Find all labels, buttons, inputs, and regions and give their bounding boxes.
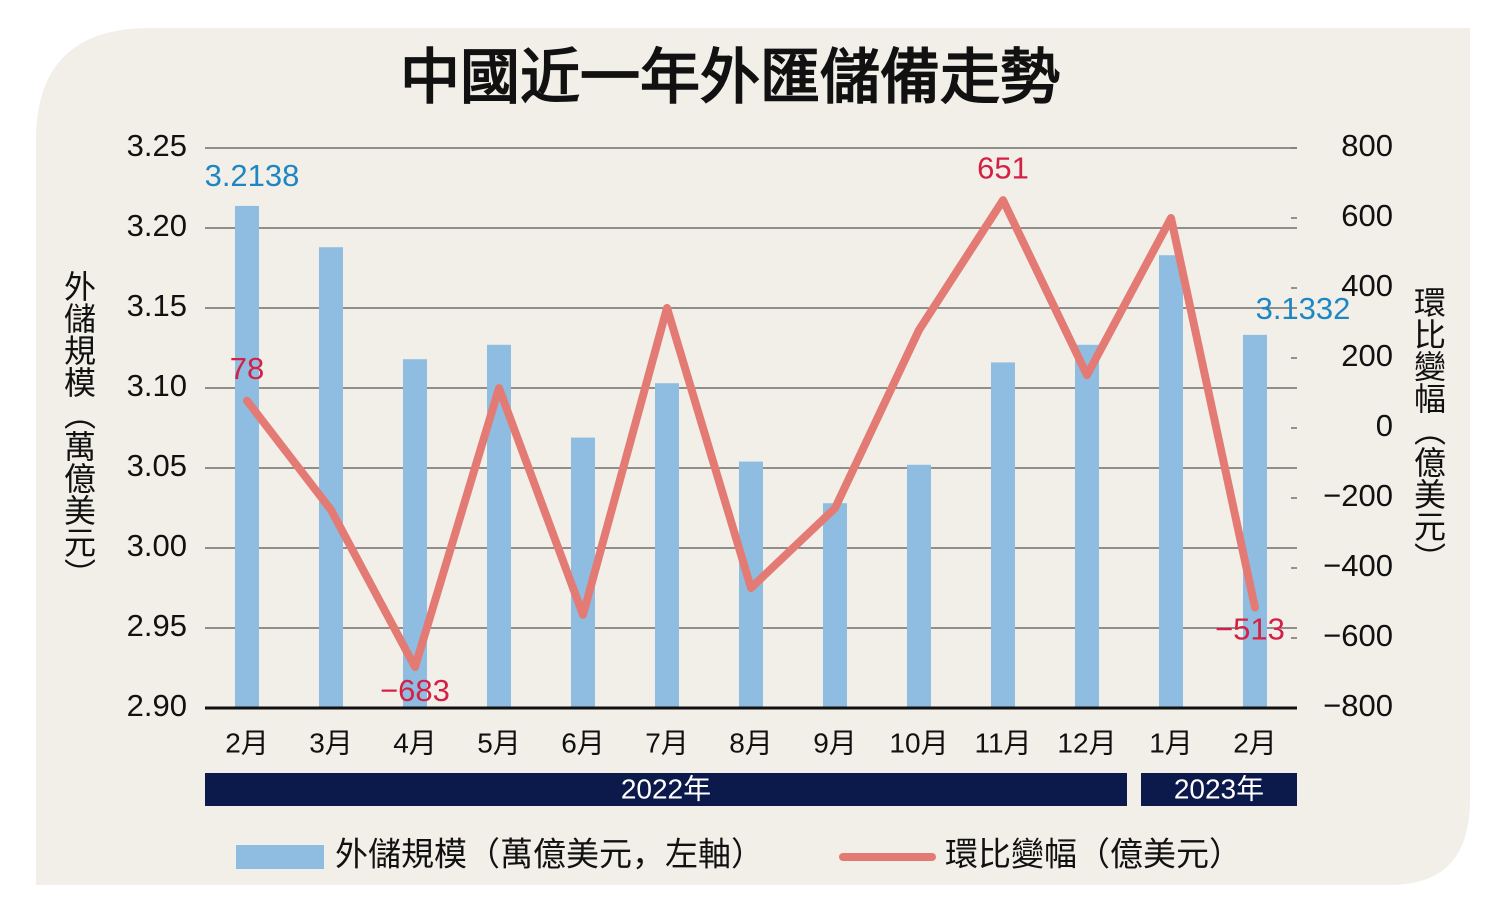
x-tick-label: 1月 bbox=[1149, 727, 1193, 758]
x-tick-label: 12月 bbox=[1057, 727, 1116, 758]
data-label: 651 bbox=[977, 150, 1029, 185]
y-axis-label: 外儲規模（萬億美元） bbox=[60, 270, 96, 590]
x-tick-label: 4月 bbox=[393, 727, 437, 758]
bar bbox=[823, 503, 847, 708]
y-tick-label: 2.90 bbox=[127, 688, 187, 723]
bar bbox=[1159, 255, 1183, 708]
y-tick-label: 2.95 bbox=[127, 608, 187, 643]
data-label: −683 bbox=[380, 673, 450, 708]
data-label: 3.2138 bbox=[205, 158, 300, 193]
data-label: 78 bbox=[230, 351, 264, 386]
y2-tick-label: 400 bbox=[1341, 268, 1393, 303]
y-tick-label: 3.00 bbox=[127, 528, 187, 563]
bar bbox=[655, 383, 679, 708]
x-tick-label: 6月 bbox=[561, 727, 605, 758]
year-label: 2022年 bbox=[621, 773, 711, 804]
x-tick-label: 9月 bbox=[813, 727, 857, 758]
y2-tick-label: −600 bbox=[1323, 618, 1393, 653]
y2-axis-label: 環比變幅（億美元） bbox=[1410, 286, 1446, 574]
bar bbox=[1243, 334, 1267, 708]
data-label: 3.1332 bbox=[1256, 291, 1351, 326]
y-tick-label: 3.15 bbox=[127, 288, 187, 323]
bar bbox=[1075, 344, 1099, 708]
legend-swatch bbox=[236, 845, 324, 869]
legend-label: 環比變幅（億美元） bbox=[945, 836, 1242, 873]
y2-tick-label: 600 bbox=[1341, 198, 1393, 233]
x-tick-label: 3月 bbox=[309, 727, 353, 758]
y-tick-label: 3.25 bbox=[127, 128, 187, 163]
y2-tick-label: −400 bbox=[1323, 548, 1393, 583]
line bbox=[243, 196, 1259, 672]
legend-label: 外儲規模（萬億美元，左軸） bbox=[335, 836, 764, 873]
y2-tick-label: −200 bbox=[1323, 478, 1393, 513]
year-band bbox=[1141, 773, 1297, 806]
x-tick-label: 5月 bbox=[477, 727, 521, 758]
year-band bbox=[205, 773, 1127, 806]
y2-tick-label: 200 bbox=[1341, 338, 1393, 373]
x-tick-label: 2月 bbox=[225, 727, 269, 758]
y2-tick-label: 0 bbox=[1376, 408, 1393, 443]
y-tick-label: 3.20 bbox=[127, 208, 187, 243]
x-tick-label: 7月 bbox=[645, 727, 689, 758]
y2-tick-label: −800 bbox=[1323, 688, 1393, 723]
panel bbox=[36, 28, 1470, 885]
bar bbox=[235, 205, 259, 709]
y-tick-label: 3.10 bbox=[127, 368, 187, 403]
bar bbox=[991, 362, 1015, 708]
year-label: 2023年 bbox=[1174, 773, 1264, 804]
x-tick-label: 11月 bbox=[974, 727, 1031, 758]
data-label: −513 bbox=[1215, 612, 1285, 647]
chart-title: 中國近一年外匯儲備走勢 bbox=[400, 44, 1060, 111]
bar bbox=[319, 247, 343, 708]
y2-tick-label: 800 bbox=[1341, 128, 1393, 163]
x-tick-label: 10月 bbox=[889, 727, 948, 758]
x-tick-label: 2月 bbox=[1233, 727, 1277, 758]
y-tick-label: 3.05 bbox=[127, 448, 187, 483]
bar bbox=[907, 464, 931, 708]
x-tick-label: 8月 bbox=[729, 727, 773, 758]
